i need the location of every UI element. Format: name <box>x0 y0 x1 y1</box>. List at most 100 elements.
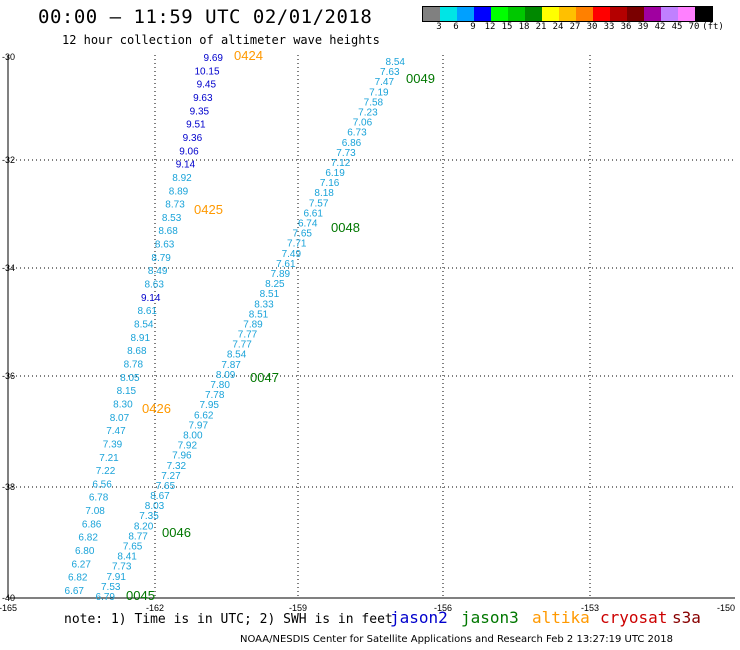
swh-value-right: 7.73 <box>336 148 356 159</box>
swh-value-left: 8.92 <box>172 173 192 184</box>
swh-value-left: 8.68 <box>127 346 147 357</box>
swh-value-right: 7.58 <box>364 97 384 108</box>
lat-tick-label: -32 <box>2 155 15 165</box>
legend-altika: altika <box>532 608 590 627</box>
pass-time-label: 0045 <box>126 588 155 603</box>
color-scale-label: 36 <box>620 22 632 32</box>
swh-value-right: 7.91 <box>106 572 126 583</box>
color-swatch <box>576 7 593 21</box>
swh-value-left: 8.79 <box>151 253 171 264</box>
swh-value-right: 6.79 <box>96 592 116 603</box>
swh-value-right: 8.20 <box>134 521 154 532</box>
swh-value-right: 8.00 <box>183 430 203 441</box>
color-scale-label: 3 <box>436 22 442 32</box>
swh-value-left: 8.49 <box>148 266 168 277</box>
swh-value-left: 8.61 <box>138 306 158 317</box>
swh-value-right: 7.35 <box>139 511 159 522</box>
swh-value-right: 7.49 <box>282 249 302 260</box>
swh-value-left: 7.08 <box>85 506 105 517</box>
swh-value-left: 6.86 <box>82 519 102 530</box>
swh-value-right: 7.92 <box>178 441 198 452</box>
swh-value-left: 8.63 <box>155 240 175 251</box>
swh-value-left: 8.05 <box>120 373 140 384</box>
color-swatch <box>542 7 559 21</box>
swh-value-left: 8.07 <box>110 413 130 424</box>
swh-value-right: 7.89 <box>243 319 263 330</box>
color-scale-label: 33 <box>603 22 615 32</box>
lon-tick-label: -156 <box>434 603 452 613</box>
color-swatch <box>440 7 457 21</box>
swh-value-left: 10.15 <box>194 66 219 77</box>
swh-value-right: 7.19 <box>369 87 389 98</box>
color-scale-label: (ft) <box>702 22 724 32</box>
swh-value-right: 7.96 <box>172 451 192 462</box>
swh-value-right: 8.09 <box>216 370 236 381</box>
swh-value-right: 6.61 <box>303 208 323 219</box>
pass-time-label: 0047 <box>250 370 279 385</box>
swh-value-right: 7.06 <box>353 118 373 129</box>
pass-time-label: 0048 <box>331 220 360 235</box>
swh-value-right: 7.65 <box>123 542 143 553</box>
swh-value-left: 8.68 <box>158 226 178 237</box>
color-scale-label: 21 <box>535 22 547 32</box>
swh-value-left: 6.82 <box>68 573 88 584</box>
swh-value-right: 8.51 <box>260 289 280 300</box>
swh-value-right: 7.95 <box>199 400 219 411</box>
pass-time-label: 0425 <box>194 202 223 217</box>
lat-tick-label: -38 <box>2 482 15 492</box>
swh-value-right: 7.63 <box>380 67 400 78</box>
swh-value-left: 6.27 <box>71 559 91 570</box>
swh-value-left: 7.22 <box>96 466 116 477</box>
color-swatch <box>661 7 678 21</box>
swh-value-right: 7.23 <box>358 107 378 118</box>
lat-tick-label: -30 <box>2 52 15 62</box>
swh-value-right: 7.61 <box>276 259 296 270</box>
color-swatch <box>644 7 661 21</box>
color-scale-label: 12 <box>484 22 496 32</box>
swh-value-left: 6.56 <box>92 479 112 490</box>
swh-value-left: 8.54 <box>134 320 154 331</box>
wave-height-color-scale: 3 6 9 12 15 18 21 24 27 30 33 36 39 42 45 70 (ft) <box>422 6 724 34</box>
color-scale-label: 39 <box>637 22 649 32</box>
color-scale-label: 27 <box>569 22 581 32</box>
swh-value-left: 9.14 <box>176 160 196 171</box>
swh-value-left: 6.78 <box>89 493 109 504</box>
lon-tick-label: -150 <box>717 603 735 613</box>
swh-value-left: 7.21 <box>99 453 119 464</box>
swh-value-right: 7.53 <box>101 582 121 593</box>
color-swatch <box>627 7 644 21</box>
color-swatch <box>695 7 712 21</box>
pass-time-label: 0046 <box>162 525 191 540</box>
color-swatch <box>593 7 610 21</box>
swh-value-right: 7.89 <box>271 269 291 280</box>
swh-value-right: 7.27 <box>161 471 181 482</box>
color-scale-bar <box>422 6 713 22</box>
swh-value-left: 8.78 <box>124 359 144 370</box>
swh-value-right: 6.73 <box>347 128 367 139</box>
color-swatch <box>423 7 440 21</box>
swh-value-left: 8.91 <box>131 333 151 344</box>
color-scale-label: 15 <box>501 22 513 32</box>
swh-value-right: 6.74 <box>298 219 318 230</box>
swh-value-left: 9.45 <box>197 80 217 91</box>
swh-value-left: 9.36 <box>183 133 203 144</box>
lon-tick-label: -159 <box>289 603 307 613</box>
color-swatch <box>610 7 627 21</box>
color-scale-label: 45 <box>671 22 683 32</box>
swh-value-left: 8.30 <box>113 399 133 410</box>
pass-time-label: 0424 <box>234 48 263 63</box>
swh-value-right: 8.54 <box>386 57 406 68</box>
swh-value-left: 7.39 <box>103 439 123 450</box>
footer-note: note: 1) Time is in UTC; 2) SWH is in fe… <box>64 612 393 627</box>
swh-value-left: 9.06 <box>179 146 199 157</box>
swh-value-right: 7.73 <box>112 562 132 573</box>
credit-line: NOAA/NESDIS Center for Satellite Applica… <box>240 634 673 645</box>
swh-value-left: 8.73 <box>165 200 185 211</box>
swh-value-left: 7.47 <box>106 426 126 437</box>
color-swatch <box>508 7 525 21</box>
swh-value-right: 8.03 <box>145 501 165 512</box>
swh-value-right: 7.77 <box>238 330 258 341</box>
color-scale-label: 24 <box>552 22 564 32</box>
swh-value-right: 6.86 <box>342 138 362 149</box>
